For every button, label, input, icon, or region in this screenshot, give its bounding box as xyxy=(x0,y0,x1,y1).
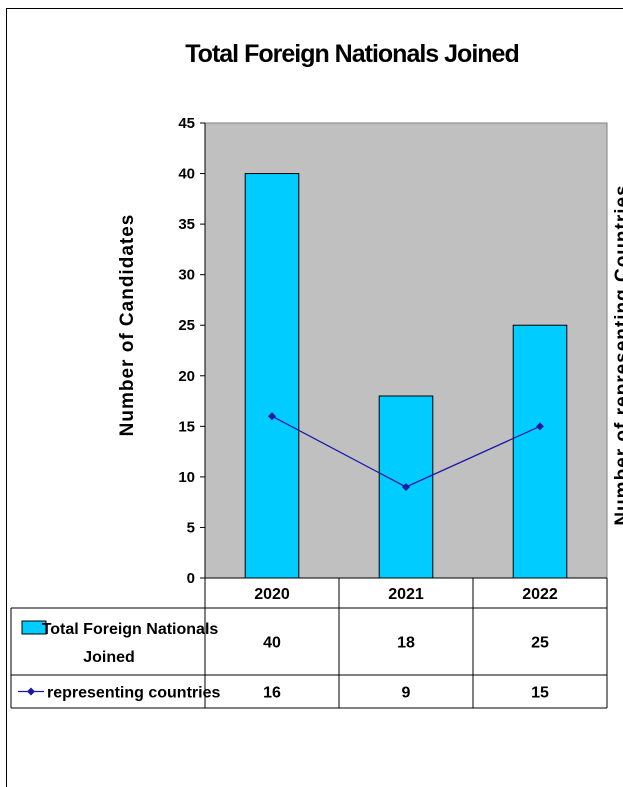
row-label-bars: Total Foreign Nationals xyxy=(42,621,219,638)
point-marker xyxy=(268,412,276,421)
table-cell: 16 xyxy=(263,685,281,702)
x-tick-label: 2021 xyxy=(388,586,424,603)
row-label-bars-line2: Joined xyxy=(83,649,135,666)
bar xyxy=(244,173,300,579)
x-tick-label: 2020 xyxy=(254,586,290,603)
table-cell: 9 xyxy=(402,685,411,702)
row-label-line: representing countries xyxy=(47,685,220,702)
bar xyxy=(512,324,568,579)
y2-axis-label: Number of representing Countries xyxy=(612,184,623,525)
legend-key-bar xyxy=(21,620,47,635)
y-tick-label: 20 xyxy=(178,368,195,385)
y-tick-label: 10 xyxy=(178,469,195,486)
legend-key-marker xyxy=(27,687,35,696)
x-tick-label: 2022 xyxy=(522,586,558,603)
point-marker xyxy=(402,483,410,491)
data-table: 2020 2021 2022 Total Foreign Nationals Joine… xyxy=(10,577,608,709)
chart-title: Total Foreign Nationals Joined xyxy=(185,40,518,68)
point-marker xyxy=(536,422,544,431)
plot-area: 0 5 10 15 20 25 30 35 40 45 xyxy=(178,115,608,587)
y-tick-label: 30 xyxy=(178,267,195,284)
y-tick-label: 25 xyxy=(178,317,195,334)
y-tick-label: 5 xyxy=(187,519,195,536)
table-cell: 40 xyxy=(263,635,281,652)
y-tick-label: 40 xyxy=(178,166,195,183)
table-cell: 25 xyxy=(531,635,549,652)
y-tick-label: 0 xyxy=(187,570,195,587)
table-cell: 18 xyxy=(397,635,415,652)
y-tick-label: 35 xyxy=(178,216,195,233)
y-axis-label: Number of Candidates xyxy=(117,214,138,437)
y-tick-label: 15 xyxy=(178,418,195,435)
y-tick-label: 45 xyxy=(178,115,195,132)
table-cell: 15 xyxy=(531,685,549,702)
